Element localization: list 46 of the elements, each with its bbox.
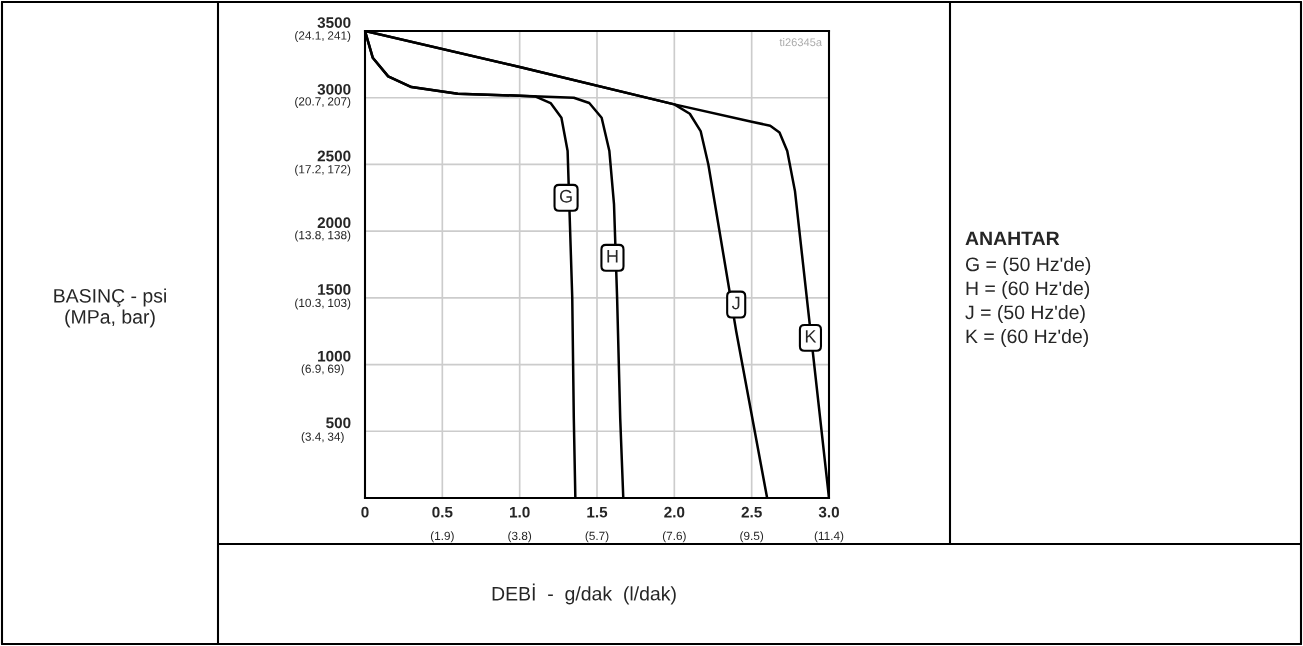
y-tick-label: 1500 [318,284,351,295]
y3-tick-label: 241) [327,31,351,42]
y2-tick-label: (6.9, [301,364,324,376]
y-tick-label: 3500 [317,17,351,28]
legend-title: ANAHTAR [965,231,1060,246]
annotation: J [731,296,740,310]
y2-tick-label: (10.3, [295,298,324,310]
y-tick-label: 1000 [318,350,351,362]
x2-tick-label: (5.7) [585,531,609,543]
y3-tick-label: 138) [328,230,351,242]
x-tick-label: 1.0 [510,506,530,518]
y2-tick-label: (3.4, [301,432,324,444]
y3-tick-label: 172) [328,164,351,176]
y3-tick-label: 207) [327,96,351,108]
x2-tick-label: (9.5) [740,531,764,543]
text: K = (60 Hz'de) [966,328,1089,348]
y-tick-label: 2000 [317,217,351,229]
annotation: G [559,189,572,203]
y3-tick-label: 34) [327,432,344,444]
y2-tick-label: (13.8, [295,230,324,242]
x-tick-label: 2.5 [741,506,762,518]
x-tick-label: 3.0 [818,506,839,518]
y2-tick-label: (20.7, [295,96,324,108]
text: BASINÇ - psi (MPa, bar) [54,288,166,328]
x-tick-label: 0 [361,506,369,518]
x-tick-label: 1.5 [587,506,608,518]
text: J = (50 Hz'de) [965,304,1085,324]
y-tick-label: 2500 [317,150,351,162]
x2-tick-label: (7.6) [662,531,686,543]
x-tick-label: 0.5 [432,506,453,518]
x2-tick-label: (1.9) [430,531,454,543]
text: H = (60 Hz'de) [966,280,1090,300]
y3-tick-label: 69) [327,364,344,376]
y-tick-label: 3000 [317,83,351,95]
y2-tick-label: (24.1, [295,31,324,42]
x-axis-title: DEBİ - g/dak (l/dak) [492,583,676,605]
y3-tick-label: 103) [328,298,351,310]
annotation: ti26345a [779,38,823,47]
annotation: K [805,330,817,343]
x-tick-label: 2.0 [664,506,685,518]
y2-tick-label: (17.2, [295,164,324,176]
y-tick-label: 500 [326,417,351,429]
text: G = (50 Hz'de) [965,256,1091,276]
x2-tick-label: (11.4) [814,531,844,543]
annotation: H [607,250,618,263]
x2-tick-label: (3.8) [508,531,532,543]
